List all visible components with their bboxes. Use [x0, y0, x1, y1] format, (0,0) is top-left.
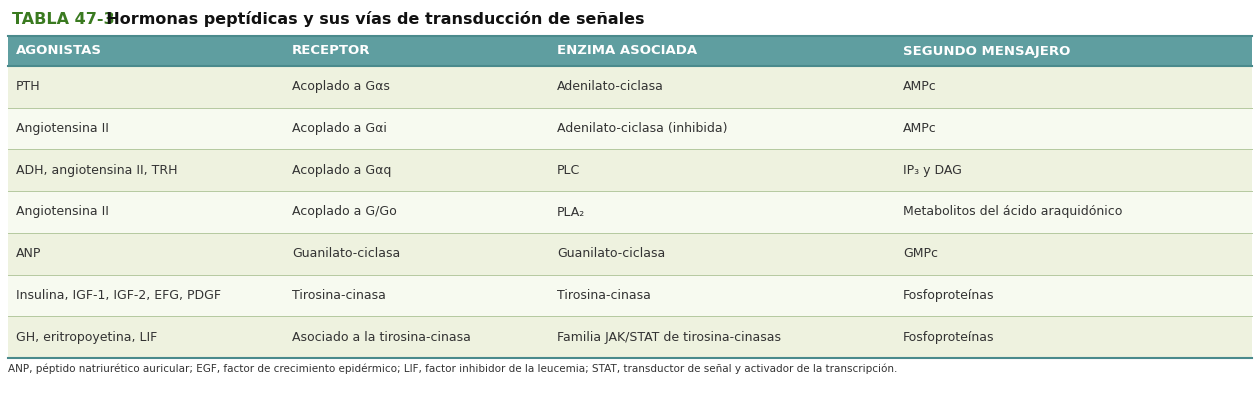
Bar — [8, 36, 1252, 66]
Text: AMPc: AMPc — [903, 80, 936, 93]
Bar — [8, 233, 1252, 275]
Text: Tirosina-cinasa: Tirosina-cinasa — [292, 289, 386, 302]
Text: Guanilato-ciclasa: Guanilato-ciclasa — [292, 247, 401, 260]
Text: Acoplado a Gαi: Acoplado a Gαi — [292, 122, 387, 135]
Text: PLC: PLC — [557, 164, 581, 177]
Text: Angiotensina II: Angiotensina II — [16, 205, 108, 219]
Text: ANP, péptido natriurético auricular; EGF, factor de crecimiento epidérmico; LIF,: ANP, péptido natriurético auricular; EGF… — [8, 364, 897, 375]
Text: ANP: ANP — [16, 247, 42, 260]
Text: RECEPTOR: RECEPTOR — [292, 45, 370, 57]
Text: AGONISTAS: AGONISTAS — [16, 45, 102, 57]
Bar — [8, 2, 1252, 36]
Text: ADH, angiotensina II, TRH: ADH, angiotensina II, TRH — [16, 164, 178, 177]
Text: GH, eritropoyetina, LIF: GH, eritropoyetina, LIF — [16, 331, 158, 344]
Text: ENZIMA ASOCIADA: ENZIMA ASOCIADA — [557, 45, 697, 57]
Text: PTH: PTH — [16, 80, 40, 93]
Text: SEGUNDO MENSAJERO: SEGUNDO MENSAJERO — [903, 45, 1070, 57]
Text: Insulina, IGF-1, IGF-2, EFG, PDGF: Insulina, IGF-1, IGF-2, EFG, PDGF — [16, 289, 220, 302]
Text: Fosfoproteínas: Fosfoproteínas — [903, 331, 994, 344]
Bar — [8, 66, 1252, 108]
Text: Guanilato-ciclasa: Guanilato-ciclasa — [557, 247, 665, 260]
Text: TABLA 47-3: TABLA 47-3 — [13, 12, 115, 26]
Text: Metabolitos del ácido araquidónico: Metabolitos del ácido araquidónico — [903, 205, 1123, 219]
Text: Adenilato-ciclasa (inhibida): Adenilato-ciclasa (inhibida) — [557, 122, 727, 135]
Bar — [8, 108, 1252, 150]
Text: Acoplado a Gαs: Acoplado a Gαs — [292, 80, 391, 93]
Text: Asociado a la tirosina-cinasa: Asociado a la tirosina-cinasa — [292, 331, 471, 344]
Text: PLA₂: PLA₂ — [557, 205, 586, 219]
Text: AMPc: AMPc — [903, 122, 936, 135]
Bar — [8, 150, 1252, 191]
Text: GMPc: GMPc — [903, 247, 937, 260]
Text: Acoplado a G/Go: Acoplado a G/Go — [292, 205, 397, 219]
Text: IP₃ y DAG: IP₃ y DAG — [903, 164, 961, 177]
Bar — [8, 275, 1252, 316]
Text: Angiotensina II: Angiotensina II — [16, 122, 108, 135]
Text: Hormonas peptídicas y sus vías de transducción de señales: Hormonas peptídicas y sus vías de transd… — [94, 11, 645, 27]
Bar — [8, 316, 1252, 358]
Text: Acoplado a Gαq: Acoplado a Gαq — [292, 164, 392, 177]
Text: Familia JAK/STAT de tirosina-cinasas: Familia JAK/STAT de tirosina-cinasas — [557, 331, 781, 344]
Bar — [8, 191, 1252, 233]
Text: Tirosina-cinasa: Tirosina-cinasa — [557, 289, 651, 302]
Text: Adenilato-ciclasa: Adenilato-ciclasa — [557, 80, 664, 93]
Text: Fosfoproteínas: Fosfoproteínas — [903, 289, 994, 302]
